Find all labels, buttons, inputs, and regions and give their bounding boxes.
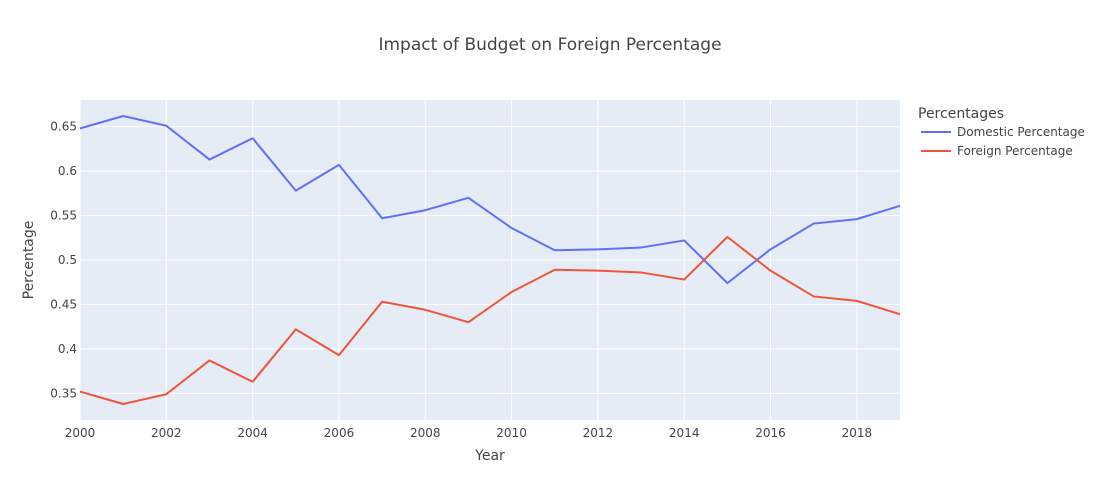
- x-axis-ticks: 2000 2002 2004 2006 2008 2010 2012 2014 2016 2018: [65, 426, 872, 440]
- legend-label: Domestic Percentage: [957, 125, 1085, 139]
- y-tick-label: 0.65: [50, 120, 77, 134]
- series-lines: [80, 115, 900, 405]
- x-tick-label: 2018: [842, 426, 873, 440]
- y-tick-label: 0.5: [58, 253, 77, 267]
- x-axis-title: Year: [474, 448, 505, 464]
- y-tick-label: 0.35: [50, 386, 77, 400]
- x-tick-label: 2000: [65, 426, 96, 440]
- y-tick-label: 0.55: [50, 209, 77, 223]
- legend-label: Foreign Percentage: [957, 144, 1073, 158]
- x-tick-label: 2004: [237, 426, 268, 440]
- grid-lines: [79, 100, 900, 420]
- y-axis-title: Percentage: [21, 221, 37, 300]
- x-tick-label: 2012: [583, 426, 614, 440]
- legend-item-foreign[interactable]: Foreign Percentage: [921, 144, 1073, 158]
- y-axis-ticks: 0.35 0.4 0.45 0.5 0.55 0.6 0.65: [50, 120, 77, 401]
- y-tick-label: 0.4: [58, 342, 77, 356]
- x-tick-label: 2014: [669, 426, 700, 440]
- legend[interactable]: Percentages Domestic Percentage Foreign P…: [918, 106, 1085, 158]
- series-line-foreign: [80, 235, 900, 405]
- series-line-domestic: [80, 115, 900, 285]
- x-tick-label: 2002: [151, 426, 182, 440]
- legend-item-domestic[interactable]: Domestic Percentage: [921, 125, 1085, 139]
- legend-items[interactable]: Domestic Percentage Foreign Percentage: [921, 125, 1085, 158]
- x-tick-label: 2010: [496, 426, 527, 440]
- y-tick-label: 0.45: [50, 297, 77, 311]
- x-tick-label: 2008: [410, 426, 441, 440]
- y-tick-label: 0.6: [58, 164, 77, 178]
- x-tick-label: 2016: [755, 426, 786, 440]
- chart-title: Impact of Budget on Foreign Percentage: [378, 35, 721, 55]
- legend-title: Percentages: [918, 106, 1004, 122]
- x-tick-label: 2006: [324, 426, 355, 440]
